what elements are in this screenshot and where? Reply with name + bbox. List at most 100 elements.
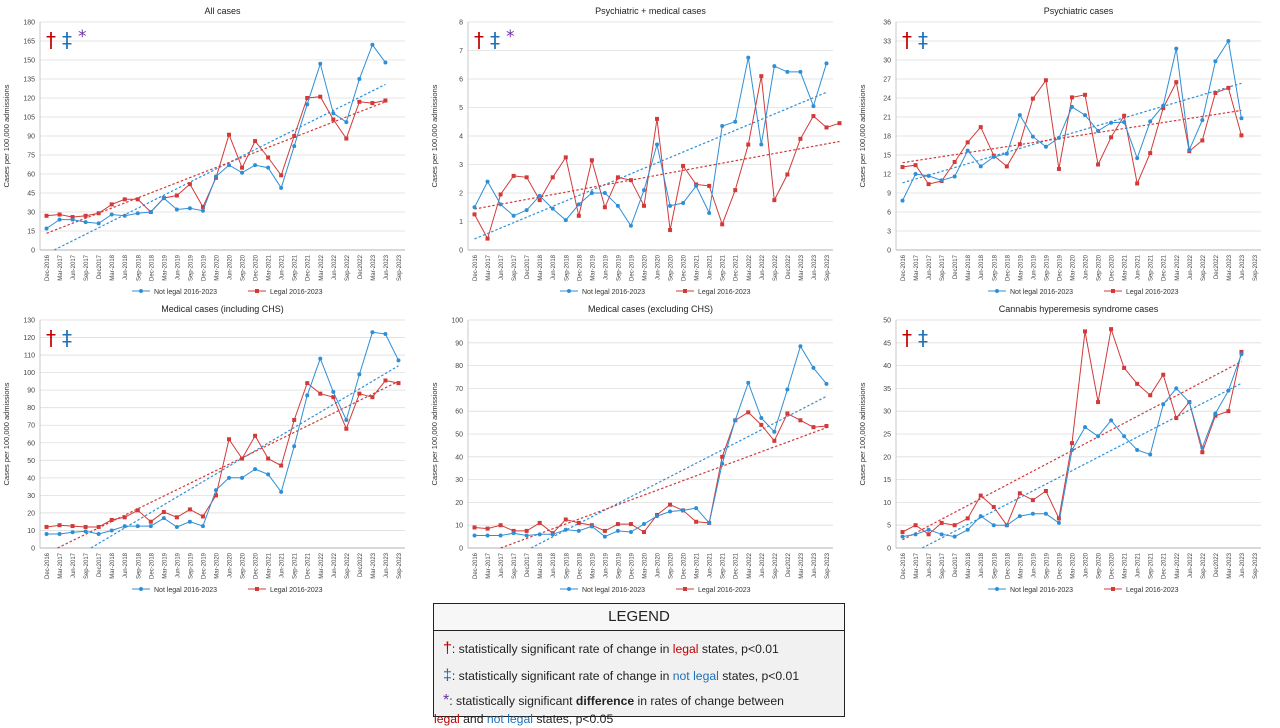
data-point-not-legal xyxy=(96,221,101,226)
legend-text: states, p<0.01 xyxy=(698,642,779,656)
x-tick-label: Mar-2023 xyxy=(371,254,377,280)
x-tick-label: Mar-2019 xyxy=(1018,552,1024,578)
x-tick-label: Jun-2018 xyxy=(979,254,985,280)
legend-line-difference: *: statistically significant difference … xyxy=(434,692,844,728)
data-point-legal xyxy=(70,215,75,220)
chart-svg: All cases Cases per 100,000 admissions 0 15… xyxy=(2,6,405,296)
data-point-not-legal xyxy=(472,205,477,210)
data-point-not-legal xyxy=(913,172,918,176)
x-tick-label: Sep-2020 xyxy=(669,552,675,579)
x-tick-label: Jun-2018 xyxy=(979,552,985,578)
legend-marker-legal xyxy=(255,289,259,293)
data-point-not-legal xyxy=(1213,59,1218,64)
trendline-not-legal xyxy=(53,83,386,251)
data-point-not-legal xyxy=(811,365,816,370)
data-point-not-legal xyxy=(655,142,660,147)
data-point-legal xyxy=(240,165,245,170)
data-point-not-legal xyxy=(1017,113,1022,118)
data-point-legal xyxy=(83,524,88,529)
data-point-not-legal xyxy=(628,530,633,535)
chart-svg: Psychiatric cases Cases per 100,000 admis… xyxy=(858,6,1261,296)
data-point-legal xyxy=(1056,516,1061,521)
data-point-legal xyxy=(1135,381,1140,386)
x-tick-label: Mar-2023 xyxy=(1227,552,1233,578)
x-tick-label: Mar-2022 xyxy=(747,254,753,280)
x-tick-label: Mar-2017 xyxy=(486,552,492,578)
data-point-legal xyxy=(292,134,297,138)
chart-panel-chs: Cannabis hyperemesis syndrome cases Cases… xyxy=(856,298,1280,596)
x-tick-label: Sep-2021 xyxy=(1149,254,1155,281)
x-tick-label: Dec-2021 xyxy=(734,552,740,579)
data-point-not-legal xyxy=(1056,135,1061,140)
x-tick-label: Sep-2019 xyxy=(188,254,194,281)
data-point-legal xyxy=(733,188,738,193)
x-tick-label: Jun-2021 xyxy=(708,552,714,578)
chart-panel-medical-incl-chs: Medical cases (including CHS) Cases per 1… xyxy=(0,298,425,596)
data-point-not-legal xyxy=(57,217,62,222)
data-point-not-legal xyxy=(227,475,232,480)
data-point-legal xyxy=(498,192,503,197)
x-tick-label: Dec2017 xyxy=(97,552,103,577)
y-tick-label: 6 xyxy=(887,210,891,217)
legend-title: LEGEND xyxy=(434,604,844,631)
double-dagger-symbol: ‡ xyxy=(443,667,452,684)
chart-title: Psychiatric cases xyxy=(1044,6,1114,16)
x-tick-label: Sep-2022 xyxy=(773,254,779,281)
data-point-not-legal xyxy=(1161,402,1166,407)
data-point-not-legal xyxy=(1226,388,1231,393)
chart-panel-all-cases: All cases Cases per 100,000 admissions 0 15… xyxy=(0,0,425,298)
y-axis-label: Cases per 100,000 admissions xyxy=(858,84,867,187)
x-tick-label: Dec2017 xyxy=(525,552,531,577)
x-tick-label: Mar-2021 xyxy=(267,552,273,578)
y-tick-label: 24 xyxy=(883,96,891,103)
y-tick-label: 40 xyxy=(883,363,891,370)
data-point-not-legal xyxy=(537,193,542,198)
y-tick-label: 0 xyxy=(31,546,35,553)
x-tick-label: Sep-2019 xyxy=(616,254,622,281)
data-point-not-legal xyxy=(641,188,646,193)
y-tick-label: 50 xyxy=(27,458,35,465)
data-point-not-legal xyxy=(292,144,297,149)
data-point-legal xyxy=(357,99,362,104)
chart-title: Medical cases (excluding CHS) xyxy=(588,304,713,314)
data-point-legal xyxy=(1148,151,1153,156)
data-point-legal xyxy=(1056,166,1061,171)
x-tick-label: Dec2017 xyxy=(953,552,959,577)
data-point-not-legal xyxy=(785,69,790,74)
data-point-not-legal xyxy=(668,203,673,208)
legend-marker-not-legal xyxy=(567,587,571,591)
series-line-not-legal xyxy=(474,57,827,227)
data-point-not-legal xyxy=(122,213,127,218)
y-tick-label: 21 xyxy=(883,115,891,122)
x-tick-label: Sep-2023 xyxy=(397,552,403,579)
data-point-legal xyxy=(135,508,140,513)
data-point-not-legal xyxy=(615,203,620,208)
trendline-legal xyxy=(57,380,399,549)
x-tick-label: Dec-2016 xyxy=(473,552,479,579)
data-point-not-legal xyxy=(174,524,179,529)
y-tick-label: 30 xyxy=(455,477,463,484)
data-point-legal xyxy=(1174,416,1179,421)
asterisk-marker: * xyxy=(506,27,515,47)
y-tick-label: 33 xyxy=(883,39,891,46)
x-tick-label: Sep-2022 xyxy=(1201,552,1207,579)
chart-title: Psychiatric + medical cases xyxy=(595,6,706,16)
data-point-legal xyxy=(628,522,633,527)
data-point-legal xyxy=(537,198,542,203)
data-point-legal xyxy=(1069,95,1074,100)
double-dagger-marker: ‡ xyxy=(918,28,928,52)
data-point-not-legal xyxy=(1122,120,1127,125)
y-tick-label: 0 xyxy=(459,546,463,553)
data-point-not-legal xyxy=(602,534,607,539)
data-point-not-legal xyxy=(1017,514,1022,519)
data-point-legal xyxy=(798,136,803,141)
x-tick-label: Jun-2021 xyxy=(1136,254,1142,280)
y-tick-label: 50 xyxy=(883,318,891,325)
x-tick-label: Mar-2020 xyxy=(214,552,220,578)
chart-panel-medical-excl-chs: Medical cases (excluding CHS) Cases per 1… xyxy=(428,298,853,596)
data-point-legal xyxy=(122,515,127,520)
data-point-not-legal xyxy=(772,429,777,434)
data-point-legal xyxy=(200,204,205,209)
data-point-legal xyxy=(1030,96,1035,101)
x-tick-label: Mar-2023 xyxy=(799,254,805,280)
